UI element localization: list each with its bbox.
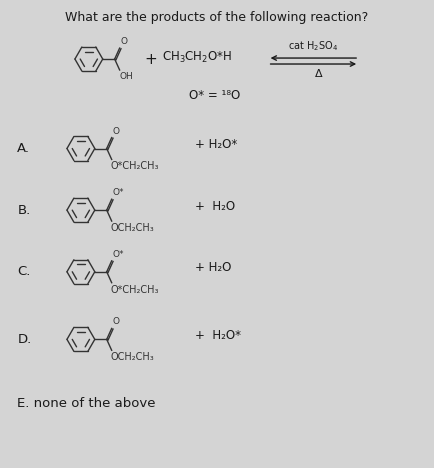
Text: O*CH₂CH₃: O*CH₂CH₃ xyxy=(111,285,159,295)
Text: +: + xyxy=(144,51,157,66)
Text: OCH₂CH₃: OCH₂CH₃ xyxy=(111,352,155,362)
Text: O* = ¹⁸O: O* = ¹⁸O xyxy=(189,89,240,102)
Text: +  H₂O: + H₂O xyxy=(195,200,235,212)
Text: O: O xyxy=(113,126,120,136)
Text: E. none of the above: E. none of the above xyxy=(17,397,156,410)
Text: C.: C. xyxy=(17,265,31,278)
Text: O: O xyxy=(113,317,120,327)
Text: O*CH₂CH₃: O*CH₂CH₃ xyxy=(111,161,159,171)
Text: + H₂O: + H₂O xyxy=(195,261,231,274)
Text: OH: OH xyxy=(120,72,133,81)
Text: A.: A. xyxy=(17,142,30,155)
Text: B.: B. xyxy=(17,204,30,217)
Text: O: O xyxy=(121,37,128,46)
Text: O*: O* xyxy=(113,250,124,259)
Text: What are the products of the following reaction?: What are the products of the following r… xyxy=(66,11,368,24)
Text: OCH₂CH₃: OCH₂CH₃ xyxy=(111,223,155,233)
Text: CH$_3$CH$_2$O*H: CH$_3$CH$_2$O*H xyxy=(162,50,233,65)
Text: O*: O* xyxy=(113,188,124,197)
Text: Δ: Δ xyxy=(315,69,322,79)
Text: D.: D. xyxy=(17,333,32,346)
Text: cat H$_2$SO$_4$: cat H$_2$SO$_4$ xyxy=(288,39,339,53)
Text: +  H₂O*: + H₂O* xyxy=(195,329,241,342)
Text: + H₂O*: + H₂O* xyxy=(195,138,237,151)
